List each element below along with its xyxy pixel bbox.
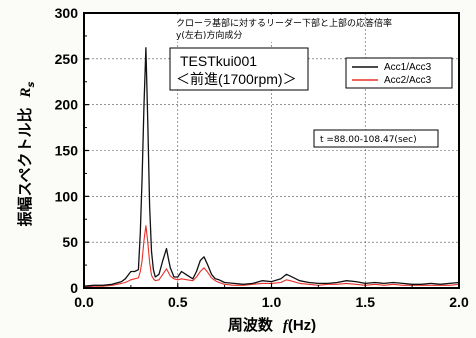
y-tick-label: 50 (62, 234, 78, 250)
time-range-label: t =88.00-108.47(sec) (320, 135, 417, 145)
time-range-box (313, 129, 439, 148)
x-axis-label-symbol: f (283, 318, 290, 334)
x-tick-label: 2.0 (449, 294, 469, 310)
x-tick-label: 1.0 (262, 294, 282, 310)
test-info-box (169, 47, 309, 91)
y-axis-label-text: 振幅スペクトル比 (16, 108, 34, 227)
y-tick-label: 150 (55, 143, 79, 159)
x-axis-label: 周波数 f(Hz) (228, 316, 316, 334)
y-axis-label-symbol: R (18, 87, 34, 98)
series-line-acc2-acc3 (83, 225, 460, 288)
legend (345, 57, 453, 89)
legend-label-acc2-acc3: Acc2/Acc3 (384, 75, 432, 86)
y-axis-label: 振幅スペクトル比 Rs (16, 81, 37, 226)
svg-text:振幅スペクトル比Rs: 振幅スペクトル比 Rs (16, 81, 37, 226)
x-tick-label: 1.5 (356, 294, 376, 310)
x-tick-label: 0.0 (74, 294, 94, 310)
y-axis-label-subscript: s (26, 81, 37, 87)
x-axis-label-text: 周波数 (228, 316, 274, 334)
title-line-2: y(左右)方向成分 (176, 29, 242, 41)
x-tick-labels: 0.0 0.5 1.0 1.5 2.0 (74, 294, 469, 310)
series-line-acc1-acc3 (83, 47, 460, 287)
y-tick-label: 0 (70, 280, 78, 296)
x-tick-label: 0.5 (168, 294, 188, 310)
legend-label-acc1-acc3: Acc1/Acc3 (384, 62, 432, 73)
title-line-1: クローラ基部に対するリーダー下部と上部の応答倍率 (176, 17, 392, 29)
series-layer (83, 47, 460, 288)
y-tick-labels: 0 50 100 150 200 250 300 (55, 5, 79, 296)
tick-marks (83, 12, 460, 289)
y-tick-label: 100 (55, 188, 79, 204)
y-tick-label: 300 (55, 5, 79, 21)
x-axis-label-unit: (Hz) (288, 317, 316, 334)
title-box (172, 16, 362, 42)
y-tick-label: 250 (55, 51, 79, 67)
y-tick-label: 200 (55, 97, 79, 113)
test-condition: ＜前進(1700rpm)＞ (176, 71, 297, 87)
test-name: TESTkui001 (180, 53, 257, 69)
